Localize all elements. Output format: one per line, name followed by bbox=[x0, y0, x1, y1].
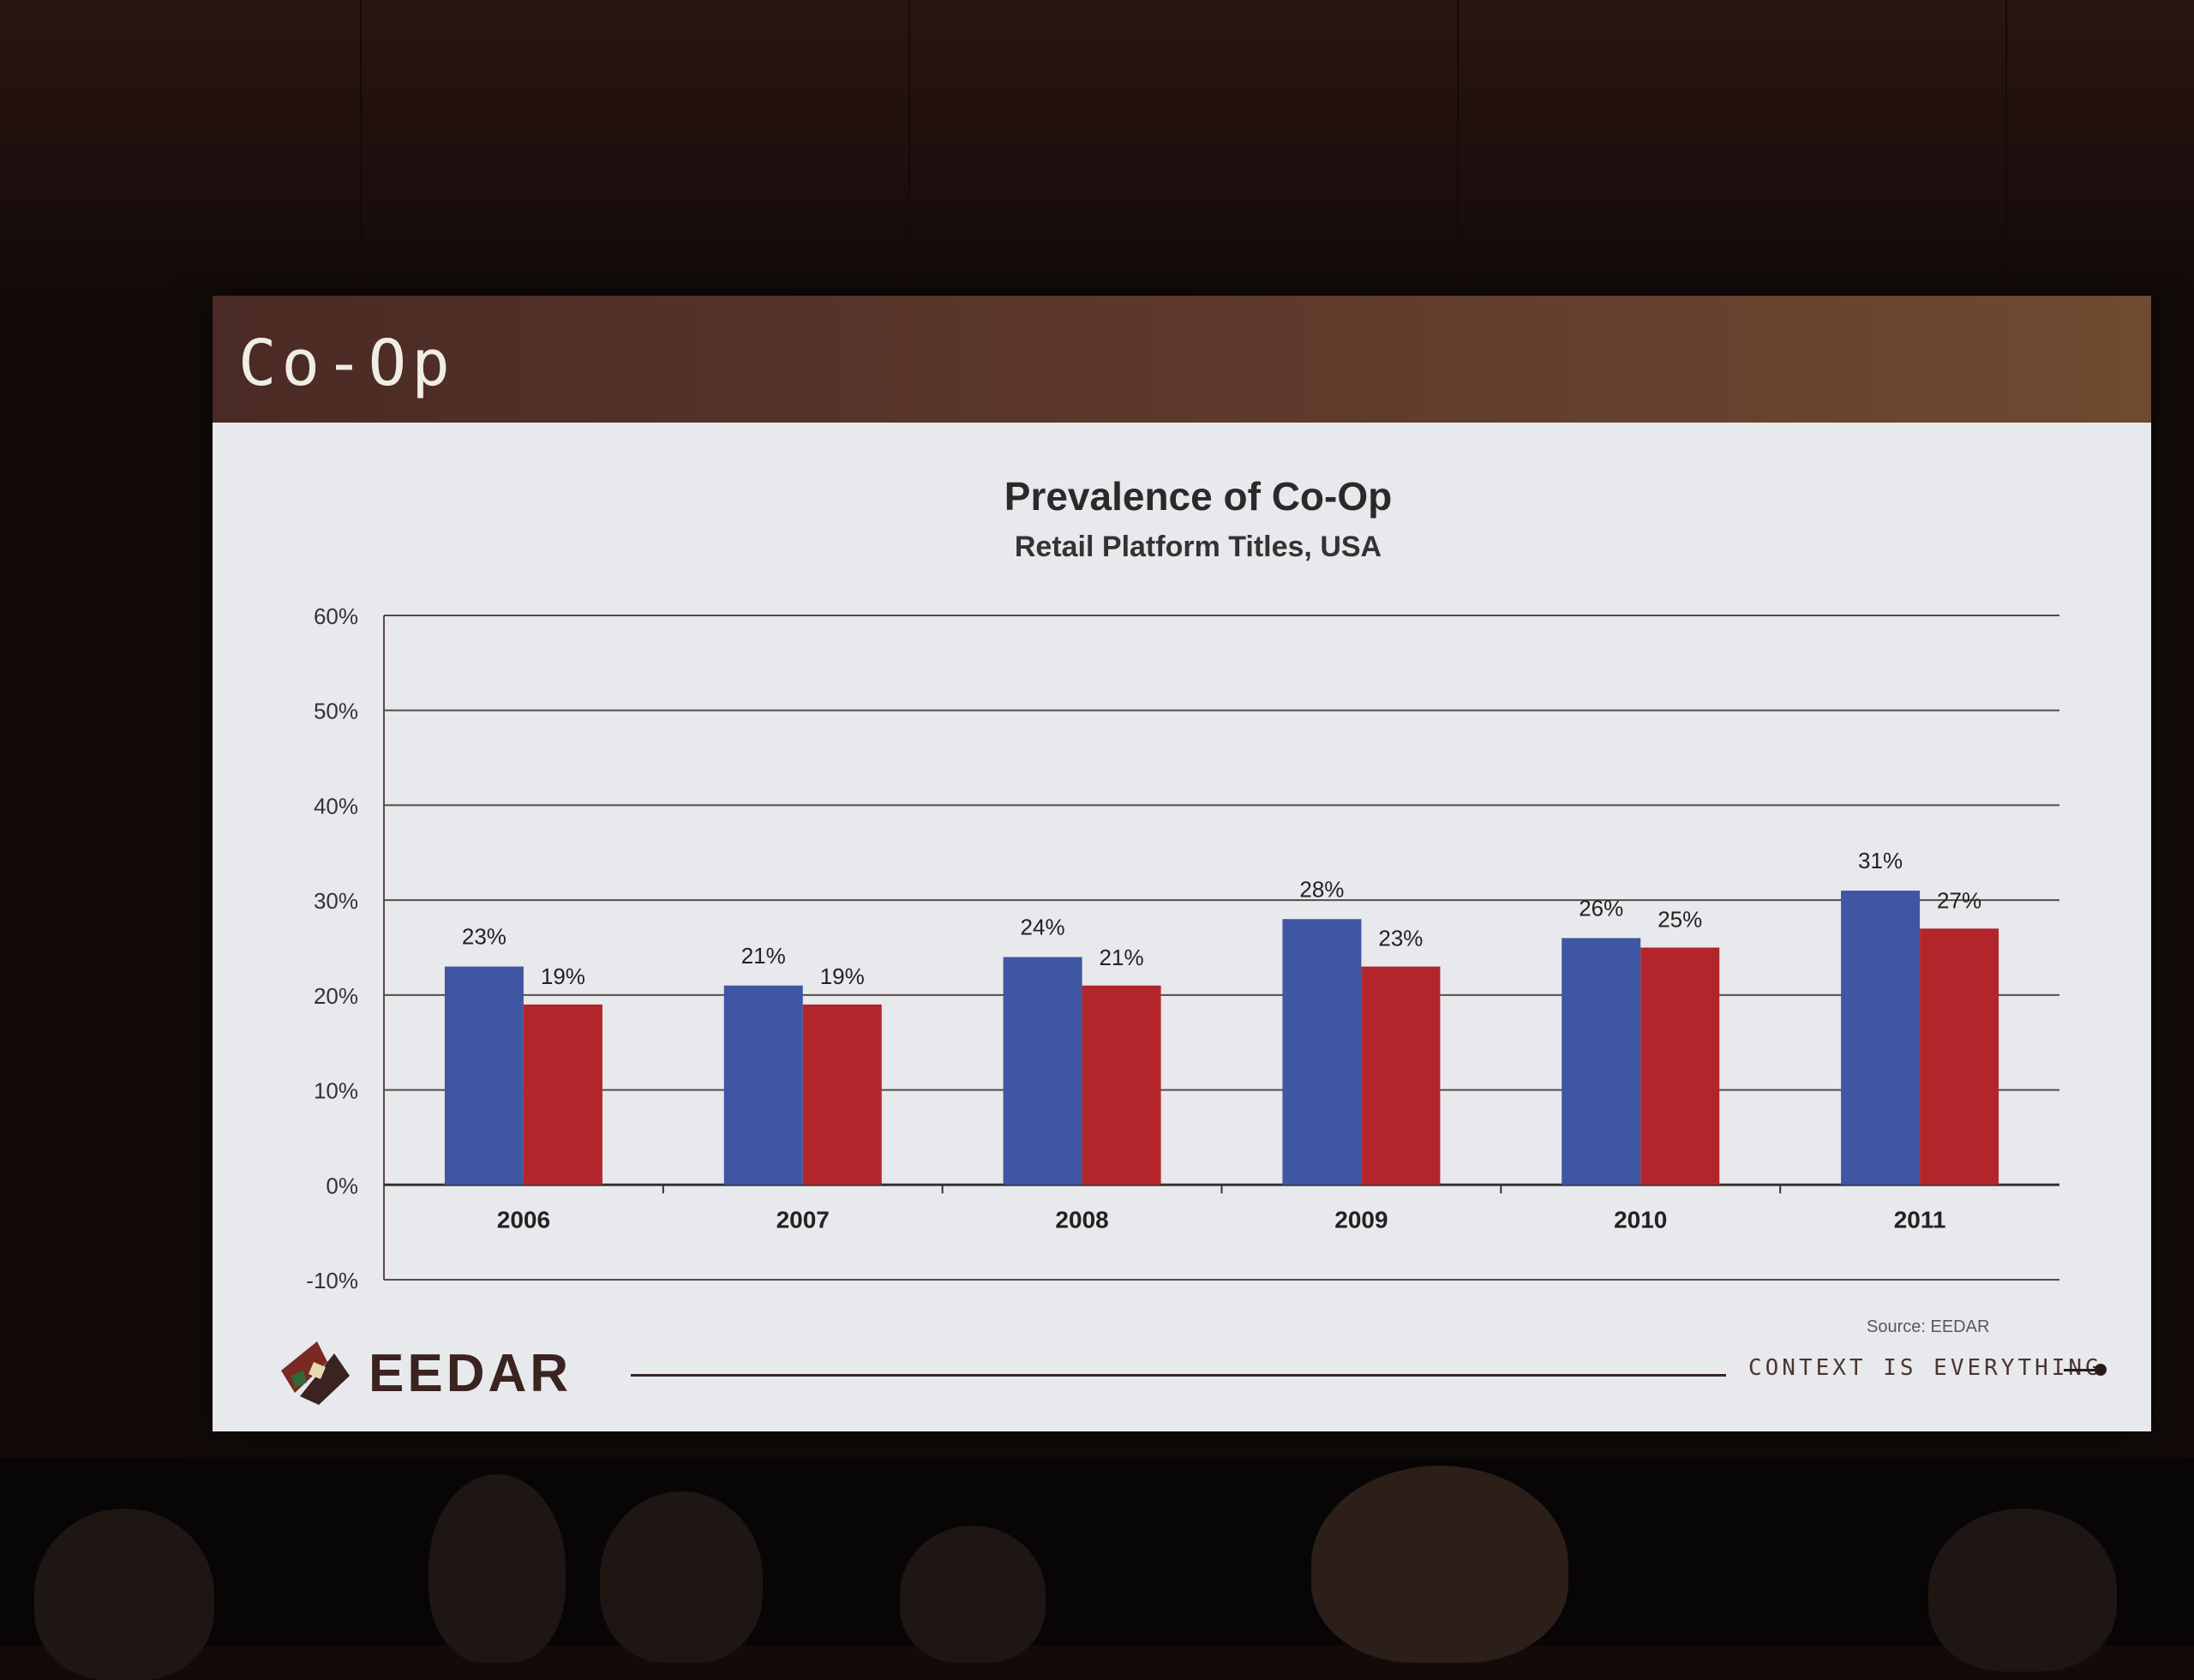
bar-ps3-360-wii-2010 bbox=[1640, 947, 1720, 1185]
chart-title: Prevalence of Co-Op bbox=[1004, 474, 1392, 519]
data-label: 25% bbox=[1657, 907, 1702, 933]
bar-ps3-360-2008 bbox=[1003, 957, 1082, 1185]
banner-title: Co-Op bbox=[238, 327, 455, 400]
data-label: 23% bbox=[1378, 926, 1423, 951]
data-label: 27% bbox=[1937, 887, 1981, 913]
y-tick-label: 50% bbox=[314, 699, 358, 724]
data-label: 21% bbox=[741, 943, 786, 969]
data-label: 21% bbox=[1100, 945, 1144, 970]
bar-chart: Prevalence of Co-Op Retail Platform Titl… bbox=[306, 474, 2059, 1293]
tagline: CONTEXT IS EVERYTHING bbox=[1748, 1355, 2102, 1381]
x-tick-label: 2007 bbox=[776, 1206, 830, 1233]
presentation-slide: Co-Op Prevalence of Co-Op Retail Platfor… bbox=[213, 296, 2151, 1431]
footer-divider bbox=[631, 1374, 1726, 1377]
bar-ps3-360-wii-2008 bbox=[1082, 985, 1161, 1185]
y-tick-label: 20% bbox=[314, 983, 358, 1009]
eedar-logo-icon bbox=[281, 1341, 350, 1405]
y-tick-label: 60% bbox=[314, 603, 358, 629]
source-note: Source: EEDAR bbox=[1867, 1317, 1990, 1336]
bar-ps3-360-wii-2007 bbox=[802, 1004, 882, 1185]
data-label: 19% bbox=[541, 963, 585, 989]
bar-ps3-360-2007 bbox=[723, 985, 803, 1185]
brand-name: EEDAR bbox=[369, 1344, 572, 1403]
y-tick-label: 30% bbox=[314, 888, 358, 914]
data-label: 19% bbox=[820, 963, 865, 989]
footer-end-line bbox=[2064, 1369, 2098, 1371]
bar-ps3-360-2011 bbox=[1841, 891, 1921, 1185]
data-label: 31% bbox=[1858, 848, 1903, 873]
chart-subtitle: Retail Platform Titles, USA bbox=[1015, 531, 1382, 563]
y-tick-label: 10% bbox=[314, 1078, 358, 1104]
bar-ps3-360-wii-2011 bbox=[1920, 928, 1999, 1185]
y-tick-label: 0% bbox=[326, 1173, 358, 1198]
data-label: 26% bbox=[1579, 895, 1623, 921]
bar-ps3-360-wii-2006 bbox=[523, 1004, 602, 1185]
data-label: 28% bbox=[1299, 876, 1344, 902]
data-label: 23% bbox=[462, 924, 507, 950]
bar-ps3-360-2009 bbox=[1282, 919, 1362, 1185]
bar-ps3-360-wii-2009 bbox=[1361, 966, 1441, 1185]
y-tick-label: 40% bbox=[314, 793, 358, 819]
bar-ps3-360-2010 bbox=[1562, 938, 1641, 1185]
data-label: 24% bbox=[1021, 915, 1065, 940]
y-tick-label: -10% bbox=[306, 1268, 358, 1293]
x-tick-label: 2009 bbox=[1334, 1206, 1388, 1233]
x-tick-label: 2011 bbox=[1894, 1206, 1946, 1233]
slide-banner: Co-Op bbox=[213, 296, 2151, 423]
x-tick-label: 2008 bbox=[1055, 1206, 1108, 1233]
background-wall bbox=[0, 0, 2194, 291]
footer-end-dot bbox=[2095, 1364, 2107, 1376]
x-tick-label: 2010 bbox=[1614, 1206, 1667, 1233]
bar-ps3-360-2006 bbox=[444, 966, 524, 1185]
x-tick-label: 2006 bbox=[497, 1206, 550, 1233]
audience-silhouettes bbox=[0, 1457, 2194, 1680]
